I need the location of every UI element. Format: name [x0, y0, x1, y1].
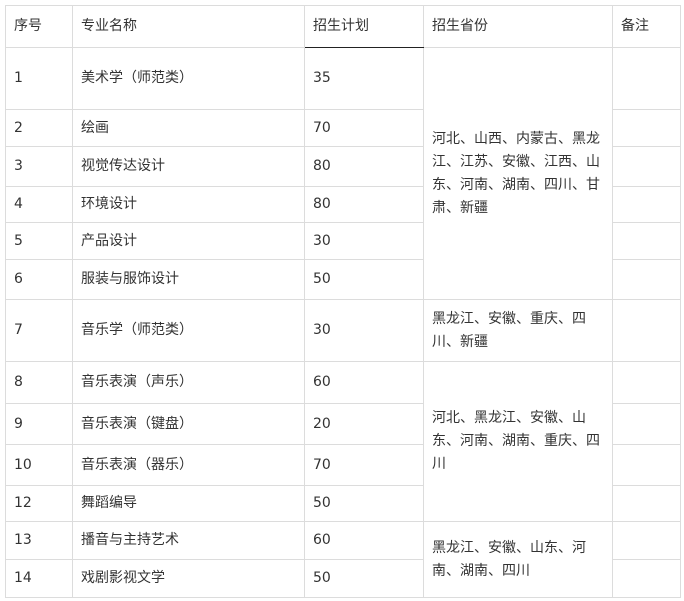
- cell-major: 产品设计: [72, 222, 305, 260]
- table-row: 6 服装与服饰设计 50: [5, 259, 681, 300]
- table-row: 7 音乐学（师范类） 30 黑龙江、安徽、重庆、四川、新疆: [5, 299, 681, 362]
- cell-plan: 35: [304, 47, 424, 110]
- cell-no: 14: [5, 559, 73, 598]
- cell-remarks: [612, 485, 681, 522]
- cell-remarks: [612, 361, 681, 404]
- cell-plan: 50: [304, 485, 424, 522]
- cell-no: 5: [5, 222, 73, 260]
- cell-provinces: 河北、黑龙江、安徽、山东、河南、湖南、重庆、四川: [423, 361, 613, 522]
- cell-major: 音乐学（师范类）: [72, 299, 305, 362]
- table-row: 10 音乐表演（器乐） 70: [5, 444, 681, 486]
- cell-no: 2: [5, 109, 73, 147]
- table-row: 3 视觉传达设计 80: [5, 146, 681, 187]
- cell-no: 12: [5, 485, 73, 522]
- enrollment-table: 序号 专业名称 招生计划 招生省份 备注 1 美术学（师范类） 35 河北、山西…: [5, 5, 681, 598]
- cell-no: 8: [5, 361, 73, 404]
- table-row: 13 播音与主持艺术 60 黑龙江、安徽、山东、河南、湖南、四川: [5, 521, 681, 598]
- cell-major: 音乐表演（键盘）: [72, 403, 305, 445]
- cell-no: 6: [5, 259, 73, 300]
- table-row: 4 环境设计 80: [5, 186, 681, 223]
- cell-plan: 30: [304, 222, 424, 260]
- cell-remarks: [612, 559, 681, 598]
- cell-no: 1: [5, 47, 73, 110]
- cell-major: 播音与主持艺术: [72, 521, 305, 560]
- cell-remarks: [612, 47, 681, 110]
- cell-remarks: [612, 299, 681, 362]
- cell-no: 7: [5, 299, 73, 362]
- cell-no: 10: [5, 444, 73, 486]
- cell-major: 视觉传达设计: [72, 146, 305, 187]
- cell-remarks: [612, 259, 681, 300]
- cell-plan: 80: [304, 186, 424, 223]
- cell-plan: 50: [304, 259, 424, 300]
- header-major: 专业名称: [72, 5, 305, 48]
- cell-remarks: [612, 222, 681, 260]
- cell-plan: 70: [304, 109, 424, 147]
- cell-no: 4: [5, 186, 73, 223]
- cell-plan: 30: [304, 299, 424, 362]
- cell-major: 美术学（师范类）: [72, 47, 305, 110]
- cell-remarks: [612, 186, 681, 223]
- cell-remarks: [612, 146, 681, 187]
- table-row: 8 音乐表演（声乐） 60 河北、黑龙江、安徽、山东、河南、湖南、重庆、四川: [5, 361, 681, 522]
- cell-major: 服装与服饰设计: [72, 259, 305, 300]
- cell-no: 9: [5, 403, 73, 445]
- header-provinces: 招生省份: [423, 5, 613, 48]
- cell-plan: 20: [304, 403, 424, 445]
- table-row: 9 音乐表演（键盘） 20: [5, 403, 681, 445]
- cell-remarks: [612, 521, 681, 560]
- header-no: 序号: [5, 5, 73, 48]
- cell-major: 音乐表演（声乐）: [72, 361, 305, 404]
- cell-provinces: 黑龙江、安徽、山东、河南、湖南、四川: [423, 521, 613, 598]
- header-row: 序号 专业名称 招生计划 招生省份 备注: [5, 5, 681, 48]
- table-row: 2 绘画 70: [5, 109, 681, 147]
- cell-major: 戏剧影视文学: [72, 559, 305, 598]
- table-row: 12 舞蹈编导 50: [5, 485, 681, 522]
- header-remarks: 备注: [612, 5, 681, 48]
- cell-plan: 50: [304, 559, 424, 598]
- cell-major: 环境设计: [72, 186, 305, 223]
- cell-remarks: [612, 444, 681, 486]
- cell-no: 13: [5, 521, 73, 560]
- cell-remarks: [612, 403, 681, 445]
- cell-provinces: 河北、山西、内蒙古、黑龙江、江苏、安徽、江西、山东、河南、湖南、四川、甘肃、新疆: [423, 47, 613, 300]
- cell-provinces: 黑龙江、安徽、重庆、四川、新疆: [423, 299, 613, 362]
- table-row: 14 戏剧影视文学 50: [5, 559, 681, 598]
- table-row: 1 美术学（师范类） 35 河北、山西、内蒙古、黑龙江、江苏、安徽、江西、山东、…: [5, 47, 681, 300]
- cell-major: 舞蹈编导: [72, 485, 305, 522]
- cell-major: 音乐表演（器乐）: [72, 444, 305, 486]
- cell-no: 3: [5, 146, 73, 187]
- cell-plan: 60: [304, 521, 424, 560]
- cell-major: 绘画: [72, 109, 305, 147]
- cell-plan: 80: [304, 146, 424, 187]
- cell-plan: 70: [304, 444, 424, 486]
- cell-plan: 60: [304, 361, 424, 404]
- header-plan: 招生计划: [304, 5, 424, 48]
- cell-remarks: [612, 109, 681, 147]
